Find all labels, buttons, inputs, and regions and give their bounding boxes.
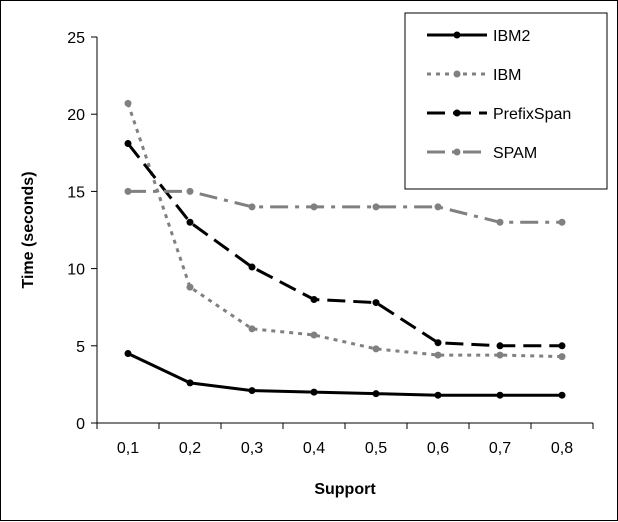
series-ibm2 [124, 350, 566, 399]
x-tick-label: 0,8 [551, 440, 573, 457]
data-point [248, 325, 256, 333]
data-point [186, 187, 194, 195]
x-axis-title: Support [314, 481, 376, 498]
y-tick-label: 25 [67, 30, 85, 47]
y-tick-label: 5 [76, 339, 85, 356]
series-line [128, 189, 562, 224]
legend-label: IBM2 [493, 28, 530, 45]
x-tick-label: 0,5 [365, 440, 387, 457]
data-point [558, 342, 566, 350]
data-point [124, 350, 132, 358]
y-axis-title: Time (seconds) [20, 171, 37, 288]
data-point [186, 283, 194, 291]
data-point [248, 387, 256, 395]
x-tick-label: 0,6 [427, 440, 449, 457]
data-point [558, 353, 566, 361]
data-point [310, 331, 318, 339]
data-point [310, 295, 318, 303]
series-ibm [124, 99, 566, 361]
data-point [434, 351, 442, 359]
axes: 0 5 10 15 20 25 0,1 0,2 0,3 0,4 0,5 0,6 0,7 0,8 [67, 30, 594, 457]
legend-item: PrefixSpan [427, 106, 571, 123]
x-tick-label: 0,4 [303, 440, 325, 457]
x-tick-label: 0,7 [489, 440, 511, 457]
data-point [124, 99, 132, 107]
data-point [186, 379, 194, 387]
data-point [558, 391, 566, 399]
data-point [372, 345, 380, 353]
data-point [248, 263, 256, 271]
series-line [127, 352, 562, 397]
data-point [124, 140, 132, 148]
data-point [372, 203, 380, 211]
legend-item: SPAM [427, 145, 537, 162]
data-point [496, 218, 504, 226]
legend-marker [453, 70, 461, 78]
data-point [310, 203, 318, 211]
legend-item: IBM [427, 67, 521, 84]
data-point [496, 342, 504, 350]
x-tick-label: 0,3 [241, 440, 263, 457]
y-tick-label: 0 [76, 416, 85, 433]
data-point [434, 339, 442, 347]
legend-box [404, 12, 608, 190]
data-point [434, 391, 442, 399]
legend-marker [453, 109, 461, 117]
legend-item: IBM2 [427, 28, 530, 45]
x-tick-label: 0,2 [179, 440, 201, 457]
data-point [372, 390, 380, 398]
data-point [248, 203, 256, 211]
series-layer [124, 99, 566, 399]
y-tick-label: 15 [67, 184, 85, 201]
legend-marker [453, 31, 461, 39]
legend-label: SPAM [493, 145, 537, 162]
legend-marker [453, 148, 461, 156]
y-tick-label: 10 [67, 262, 85, 279]
legend-label: IBM [493, 67, 521, 84]
data-point [434, 203, 442, 211]
data-point [496, 351, 504, 359]
series-line [126, 102, 563, 359]
data-point [124, 187, 132, 195]
x-tick-label: 0,1 [117, 440, 139, 457]
series-spam [124, 187, 566, 226]
legend: IBM2 IBM PrefixSpan SPAM [404, 12, 608, 190]
data-point [372, 299, 380, 307]
legend-label: PrefixSpan [493, 106, 571, 123]
series-line [126, 142, 562, 348]
data-point [310, 388, 318, 396]
data-point [558, 218, 566, 226]
data-point [496, 391, 504, 399]
series-prefixspan [124, 140, 566, 350]
data-point [186, 218, 194, 226]
y-tick-label: 20 [67, 107, 85, 124]
